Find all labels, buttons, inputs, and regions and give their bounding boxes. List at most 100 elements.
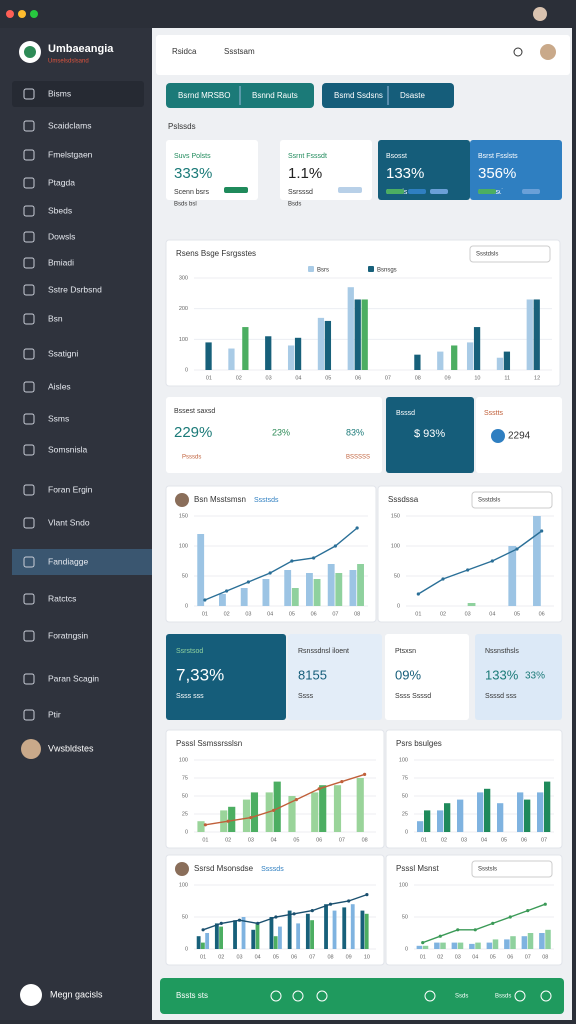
line-point [310, 909, 314, 913]
bar [434, 942, 440, 949]
header-icon[interactable] [513, 47, 523, 57]
x-tick-label: 03 [465, 611, 471, 617]
tab[interactable]: Bsnnd Rauts [252, 91, 298, 100]
tab[interactable]: Bsrnd MRSBO [178, 91, 230, 100]
metric-label: Ptsxsn [395, 648, 416, 655]
stat-value: 2294 [508, 431, 531, 442]
dropdown-label[interactable]: Ssstdsls [478, 498, 500, 504]
menu-item[interactable]: Foran Ergin [48, 484, 93, 494]
x-tick-label: 05 [514, 611, 520, 617]
x-tick-label: 03 [248, 837, 254, 843]
menu-item[interactable]: Aisles [48, 381, 71, 391]
metric-sub: Ssss sss [176, 693, 204, 700]
stat-card [386, 397, 474, 473]
x-tick-label: 07 [332, 611, 338, 617]
footer-icon[interactable] [316, 990, 328, 1002]
kpi-foot: Bsds bsl [174, 202, 197, 208]
trend-line [202, 893, 368, 931]
menu-item[interactable]: Ssatigni [48, 348, 78, 358]
menu-item[interactable]: Vlant Sndo [48, 517, 90, 527]
bar [327, 564, 335, 606]
bar [466, 342, 474, 370]
menu-item[interactable]: Bmiadi [48, 257, 74, 267]
dropdown[interactable] [471, 860, 553, 878]
menu-item[interactable]: Bisms [48, 88, 71, 98]
chart-subtitle: Ssstsds [254, 497, 279, 504]
x-tick-label: 08 [362, 837, 368, 843]
footer-icon[interactable] [292, 990, 304, 1002]
line-point [268, 571, 272, 575]
footer-icon[interactable] [270, 990, 282, 1002]
footer-icon[interactable] [540, 990, 552, 1002]
metric-value: 09% [395, 667, 421, 682]
x-tick-label: 05 [273, 954, 279, 960]
search-input[interactable]: Ssstsam [224, 47, 255, 56]
footer-icon[interactable] [514, 990, 526, 1002]
menu-item[interactable]: Bsn [48, 313, 63, 323]
menu-item[interactable]: Ssms [48, 413, 69, 423]
menu-item[interactable]: Sstre Dsrbsnd [48, 284, 102, 294]
x-tick-label: 09 [346, 954, 352, 960]
kpi-value: 333% [174, 165, 212, 182]
dropdown-label[interactable]: Ssstsls [478, 867, 497, 873]
footer-item[interactable]: Bssds [495, 994, 511, 1000]
bar [545, 929, 551, 949]
tab[interactable]: Dsaste [400, 91, 425, 100]
dropdown-label[interactable]: Ssstdsls [476, 252, 498, 258]
line-point [225, 589, 229, 593]
line-point [292, 912, 296, 916]
maximize-button[interactable] [30, 10, 38, 18]
menu-item[interactable]: Fmelstgaen [48, 149, 93, 159]
line-point [312, 556, 316, 560]
x-tick-label: 02 [225, 837, 231, 843]
menu-item[interactable]: Ptir [48, 709, 61, 719]
top-avatar[interactable] [533, 7, 547, 21]
bar [296, 923, 301, 949]
bar [451, 345, 458, 370]
x-tick-label: 03 [455, 954, 461, 960]
y-tick-label: 0 [405, 946, 408, 952]
dropdown[interactable] [469, 245, 551, 263]
line-point [473, 928, 477, 932]
close-button[interactable] [6, 10, 14, 18]
menu-item[interactable]: Somsnisla [48, 444, 87, 454]
x-tick-label: 01 [420, 954, 426, 960]
minimize-button[interactable] [18, 10, 26, 18]
line-point [466, 568, 470, 572]
metric-sub: Ssss [298, 693, 314, 700]
trend-line [417, 530, 543, 595]
search-label[interactable]: Rsidca [172, 47, 197, 56]
menu-item[interactable]: Dowsls [48, 231, 75, 241]
menu-icon [23, 709, 35, 721]
x-tick-label: 11 [504, 375, 510, 381]
footer-item[interactable]: Ssds [455, 994, 468, 1000]
menu-item[interactable]: Scaidclams [48, 120, 91, 130]
line-point [272, 808, 276, 813]
bar [251, 929, 256, 949]
line-point [441, 577, 445, 581]
bar [288, 796, 296, 832]
menu-item[interactable]: Sbeds [48, 205, 72, 215]
metric-card [385, 634, 469, 720]
menu-item[interactable]: Foratngsin [48, 630, 88, 640]
bar [324, 320, 332, 370]
x-tick-label: 02 [236, 375, 242, 381]
user-name[interactable]: Vwsbldstes [48, 743, 94, 753]
y-tick-label: 100 [179, 757, 188, 763]
tab[interactable]: Bsmd Ssdsns [334, 91, 383, 100]
brand-name: Umbaeangia [48, 43, 114, 55]
menu-item[interactable]: Paran Scagin [48, 673, 99, 683]
stat-card [166, 397, 382, 473]
header-avatar[interactable] [540, 44, 556, 60]
line-point [456, 928, 460, 932]
bar [496, 357, 504, 370]
menu-item[interactable]: Ptagda [48, 177, 75, 187]
metric-card [166, 634, 286, 720]
dropdown[interactable] [471, 491, 553, 509]
footer-icon[interactable] [424, 990, 436, 1002]
menu-icon [23, 556, 35, 568]
menu-item[interactable]: Fandiagge [48, 556, 88, 566]
x-tick-label: 08 [415, 375, 421, 381]
menu-item[interactable]: Ratctcs [48, 593, 76, 603]
bar [457, 799, 464, 832]
